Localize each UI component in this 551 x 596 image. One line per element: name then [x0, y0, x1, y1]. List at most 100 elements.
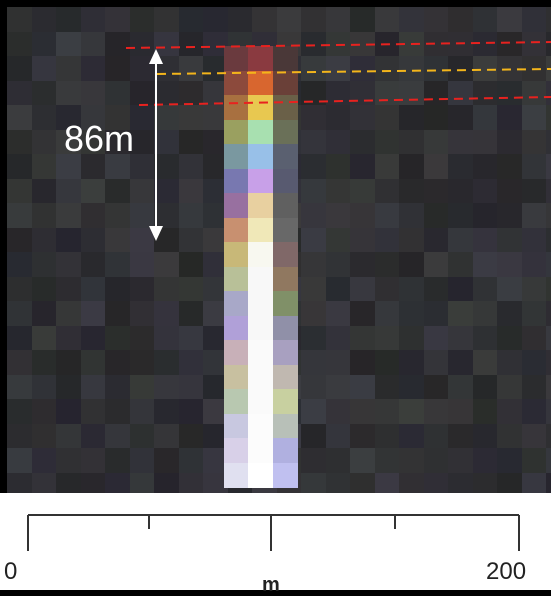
plume-pixel	[223, 119, 249, 145]
background-pixel	[129, 129, 155, 155]
background-pixel	[7, 399, 33, 425]
background-pixel	[80, 105, 106, 131]
background-pixel	[497, 276, 523, 302]
background-pixel	[374, 423, 400, 449]
top-reference-line	[125, 41, 551, 49]
plume-pixel	[248, 462, 274, 488]
background-pixel	[31, 31, 57, 57]
background-pixel	[350, 203, 376, 229]
scale-end-label: 200	[486, 558, 527, 585]
background-pixel	[129, 399, 155, 425]
background-pixel	[399, 7, 425, 33]
background-pixel	[325, 56, 351, 82]
background-pixel	[325, 105, 351, 131]
background-pixel	[31, 301, 57, 327]
background-pixel	[105, 276, 131, 302]
background-pixel	[80, 276, 106, 302]
background-pixel	[31, 325, 57, 351]
background-pixel	[448, 276, 474, 302]
background-pixel	[80, 129, 106, 155]
plume-pixel	[272, 291, 298, 317]
background-pixel	[546, 7, 551, 33]
background-pixel	[325, 472, 351, 493]
background-pixel	[497, 399, 523, 425]
background-pixel	[350, 276, 376, 302]
background-pixel	[546, 178, 551, 204]
background-pixel	[301, 423, 327, 449]
background-pixel	[423, 325, 449, 351]
background-pixel	[154, 80, 180, 106]
background-pixel	[7, 374, 33, 400]
background-pixel	[80, 178, 106, 204]
background-pixel	[227, 7, 253, 33]
background-pixel	[178, 252, 204, 278]
height-arrow-top-head	[149, 49, 163, 64]
background-pixel	[129, 178, 155, 204]
background-pixel	[80, 325, 106, 351]
plume-pixel	[223, 46, 249, 72]
background-pixel	[472, 423, 498, 449]
plume-pixel	[223, 168, 249, 194]
background-pixel	[80, 448, 106, 474]
background-pixel	[423, 129, 449, 155]
background-pixel	[178, 105, 204, 131]
background-pixel	[423, 105, 449, 131]
background-pixel	[154, 129, 180, 155]
background-pixel	[154, 178, 180, 204]
background-pixel	[7, 472, 33, 493]
background-pixel	[399, 350, 425, 376]
background-pixel	[7, 56, 33, 82]
background-pixel	[80, 374, 106, 400]
background-pixel	[521, 448, 547, 474]
background-pixel	[521, 31, 547, 57]
background-pixel	[546, 448, 551, 474]
background-pixel	[31, 80, 57, 106]
background-pixel	[154, 374, 180, 400]
background-pixel	[423, 374, 449, 400]
background-pixel	[31, 56, 57, 82]
background-pixel	[80, 80, 106, 106]
background-pixel	[7, 276, 33, 302]
background-pixel	[56, 276, 82, 302]
background-pixel	[423, 80, 449, 106]
background-pixel	[472, 129, 498, 155]
background-pixel	[399, 276, 425, 302]
plume-pixel	[248, 144, 274, 170]
plume-pixel	[248, 413, 274, 439]
background-pixel	[178, 472, 204, 493]
plume-pixel	[248, 315, 274, 341]
height-arrow-bottom-head	[149, 226, 163, 241]
background-pixel	[423, 399, 449, 425]
background-pixel	[399, 129, 425, 155]
background-pixel	[325, 129, 351, 155]
background-pixel	[178, 129, 204, 155]
background-pixel	[399, 56, 425, 82]
background-pixel	[423, 350, 449, 376]
background-pixel	[546, 301, 551, 327]
plume-pixel	[272, 193, 298, 219]
background-pixel	[7, 129, 33, 155]
background-pixel	[399, 154, 425, 180]
background-pixel	[105, 472, 131, 493]
plume-pixel	[223, 315, 249, 341]
background-pixel	[154, 423, 180, 449]
background-pixel	[399, 423, 425, 449]
plume-pixel	[223, 291, 249, 317]
background-pixel	[203, 7, 229, 33]
background-pixel	[7, 203, 33, 229]
background-pixel	[178, 301, 204, 327]
background-pixel	[350, 154, 376, 180]
background-pixel	[497, 301, 523, 327]
plume-pixel	[272, 168, 298, 194]
background-pixel	[350, 178, 376, 204]
background-pixel	[56, 80, 82, 106]
background-pixel	[178, 350, 204, 376]
background-pixel	[325, 154, 351, 180]
background-pixel	[105, 252, 131, 278]
background-pixel	[7, 31, 33, 57]
background-pixel	[56, 448, 82, 474]
background-pixel	[56, 31, 82, 57]
background-pixel	[472, 399, 498, 425]
background-pixel	[31, 252, 57, 278]
background-pixel	[448, 301, 474, 327]
